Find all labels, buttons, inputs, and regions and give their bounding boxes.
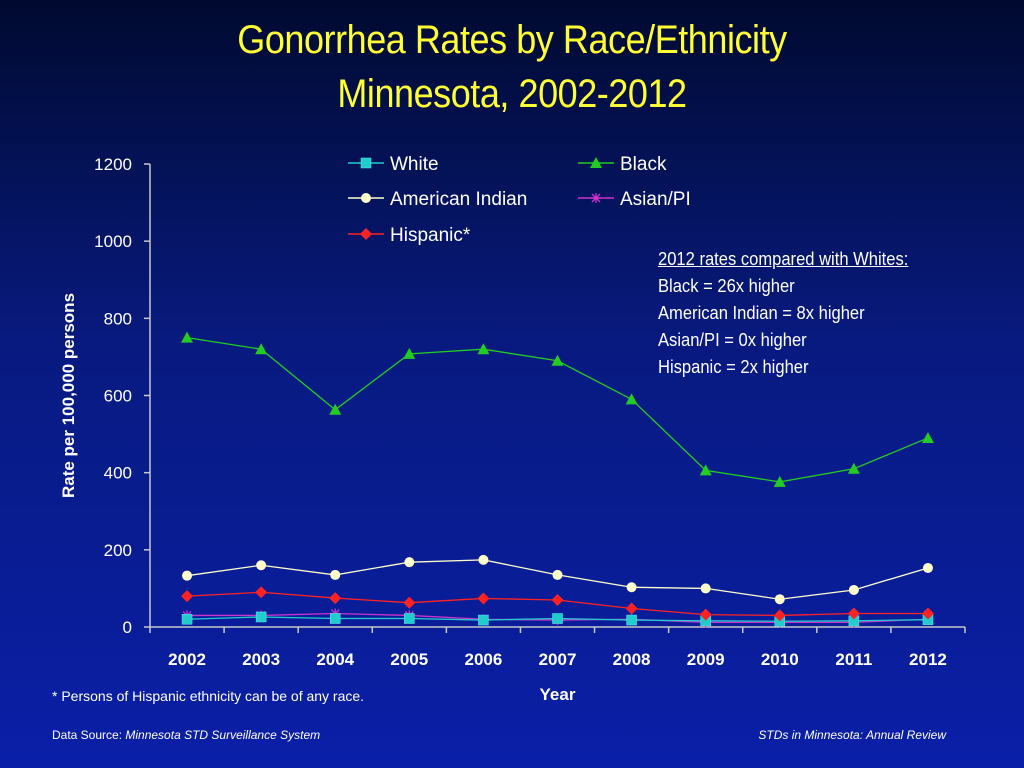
data-point-black	[847, 462, 860, 474]
data-source-name: Minnesota STD Surveillance System	[125, 728, 321, 742]
data-point-hispanic	[699, 608, 712, 621]
data-point-american-indian	[552, 569, 563, 580]
x-tick-label: 2008	[613, 650, 651, 669]
x-tick-label: 2010	[761, 650, 799, 669]
y-tick-label: 800	[104, 309, 132, 328]
annotation-heading: 2012 rates compared with Whites:	[658, 249, 909, 269]
footnote: * Persons of Hispanic ethnicity can be o…	[52, 688, 365, 704]
data-point-hispanic	[921, 607, 934, 620]
data-point-black	[477, 343, 490, 355]
legend-marker-asian-pi	[591, 193, 601, 203]
data-point-white	[626, 614, 637, 626]
data-point-hispanic	[181, 590, 194, 603]
annotation-line: American Indian = 8x higher	[658, 303, 865, 323]
data-source: Data Source: Minnesota STD Surveillance …	[52, 728, 320, 742]
data-point-hispanic	[403, 596, 416, 609]
y-tick-label: 400	[104, 464, 132, 483]
data-point-white	[552, 613, 563, 624]
data-point-black	[625, 393, 638, 405]
data-point-white	[478, 614, 489, 626]
data-point-hispanic	[625, 602, 638, 615]
data-point-hispanic	[773, 609, 786, 622]
data-point-american-indian	[330, 569, 341, 580]
x-tick-label: 2002	[168, 650, 206, 669]
legend-marker-white	[360, 157, 372, 169]
legend-label-white: White	[390, 154, 439, 175]
x-tick-label: 2011	[835, 650, 872, 669]
data-point-american-indian	[626, 582, 637, 593]
y-tick-label: 0	[123, 618, 132, 637]
annotation-line: Black = 26x higher	[658, 276, 795, 296]
chart-title: Gonorrhea Rates by Race/Ethnicity	[237, 18, 787, 62]
data-point-white	[404, 613, 415, 624]
legend-label-black: Black	[620, 154, 667, 175]
data-source-label: Data Source:	[52, 728, 126, 742]
data-point-hispanic	[551, 593, 564, 606]
data-point-american-indian	[700, 583, 711, 594]
legend-marker-hispanic	[360, 228, 372, 240]
legend-marker-black	[590, 157, 602, 168]
x-tick-label: 2005	[390, 650, 428, 669]
x-tick-label: 2004	[316, 650, 354, 669]
data-point-american-indian	[922, 562, 933, 573]
comparison-annotation: 2012 rates compared with Whites: Black =…	[658, 246, 908, 381]
data-point-american-indian	[478, 554, 489, 565]
data-point-black	[699, 464, 712, 476]
data-point-american-indian	[404, 557, 415, 568]
legend-label-hispanic: Hispanic*	[390, 225, 471, 246]
data-point-hispanic	[255, 586, 268, 599]
legend-label-american-indian: American Indian	[390, 189, 527, 210]
data-point-american-indian	[774, 594, 785, 605]
data-point-black	[181, 331, 194, 343]
legend-marker-american-indian	[361, 193, 371, 203]
data-point-black	[773, 475, 786, 487]
annotation-line: Hispanic = 2x higher	[658, 357, 809, 377]
x-tick-label: 2009	[687, 650, 725, 669]
data-point-hispanic	[329, 592, 342, 605]
data-point-black	[921, 431, 934, 443]
x-tick-label: 2006	[464, 650, 502, 669]
annotation-line: Asian/PI = 0x higher	[658, 330, 807, 350]
x-tick-label: 2003	[242, 650, 280, 669]
y-tick-label: 1200	[94, 155, 132, 174]
y-tick-label: 600	[104, 387, 132, 406]
data-point-black	[403, 347, 416, 359]
data-point-hispanic	[477, 592, 490, 605]
x-tick-label: 2012	[909, 650, 947, 669]
data-point-black	[255, 343, 268, 355]
report-name: STDs in Minnesota: Annual Review	[758, 728, 946, 742]
legend-label-asian-pi: Asian/PI	[620, 189, 691, 210]
data-point-white	[329, 613, 341, 624]
y-tick-label: 200	[104, 541, 132, 560]
data-point-black	[551, 354, 564, 366]
data-point-black	[329, 403, 342, 415]
data-point-american-indian	[256, 560, 267, 571]
data-point-hispanic	[847, 607, 860, 620]
data-point-white	[255, 611, 267, 623]
data-point-white	[181, 614, 193, 625]
y-axis-title: Rate per 100,000 persons	[59, 293, 78, 498]
x-axis-title: Year	[540, 685, 576, 704]
data-point-american-indian	[182, 570, 193, 581]
x-tick-label: 2007	[539, 650, 577, 669]
data-point-american-indian	[848, 584, 859, 595]
y-tick-label: 1000	[94, 232, 132, 251]
chart-subtitle: Minnesota, 2002-2012	[337, 72, 687, 116]
